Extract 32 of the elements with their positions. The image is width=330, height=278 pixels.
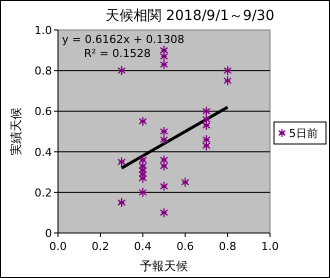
y-tick-label: 0.4	[34, 146, 52, 159]
y-tick-label: 1.0	[34, 24, 52, 37]
annotation: y = 0.6162x + 0.1308	[62, 33, 184, 46]
point	[117, 156, 126, 168]
legend-label: 5日前	[289, 127, 318, 140]
y-axis-title: 実績天候	[9, 108, 23, 156]
annotation: R² = 0.1528	[84, 47, 151, 60]
point	[160, 208, 168, 218]
point	[160, 59, 168, 70]
x-tick-label: 0.4	[134, 240, 152, 253]
x-tick-label: 1.0	[261, 240, 279, 253]
point	[160, 126, 168, 137]
x-tick-label: 0.2	[92, 240, 110, 253]
point	[138, 187, 147, 198]
point	[223, 66, 232, 76]
x-axis-title: 予報天候	[140, 259, 188, 273]
point	[160, 134, 168, 145]
y-tick-label: 0.8	[34, 64, 52, 78]
point	[202, 106, 211, 116]
point	[223, 76, 232, 86]
point	[181, 177, 190, 188]
point	[117, 197, 126, 208]
x-tick-label: 0.6	[176, 240, 194, 253]
y-tick-label: 0.6	[34, 105, 52, 118]
point	[138, 116, 147, 126]
point	[160, 181, 168, 192]
y-tick-label: 0	[45, 227, 52, 240]
x-tick-label: 0.8	[218, 240, 236, 253]
point	[117, 66, 126, 76]
x-tick-label: 0.0	[49, 240, 67, 253]
chart-title: 天候相関 2018/9/1～9/30	[106, 8, 274, 24]
y-tick-label: 0.2	[34, 186, 52, 200]
